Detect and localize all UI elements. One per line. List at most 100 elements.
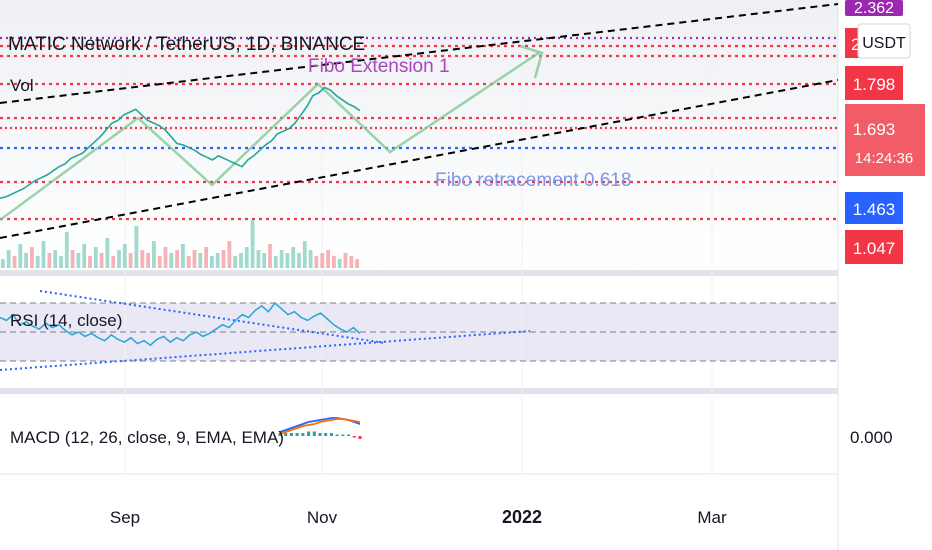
- volume-bar: [163, 247, 168, 268]
- volume-bar: [221, 250, 226, 268]
- volume-bar: [12, 256, 17, 268]
- rsi-uptrend-line[interactable]: [0, 330, 531, 371]
- channel-lower-line[interactable]: [0, 79, 839, 239]
- volume-bar: [181, 244, 185, 268]
- volume-bar: [35, 256, 40, 268]
- volume-bar: [320, 253, 325, 268]
- volume-bar: [192, 250, 197, 268]
- x-tick-mar: Mar: [697, 508, 727, 527]
- price-pane-background: [0, 0, 838, 270]
- volume-bar: [64, 232, 69, 268]
- price-badge-2-text: 2: [851, 35, 860, 54]
- volume-bar: [250, 220, 255, 268]
- volume-bar: [111, 256, 116, 268]
- volume-bar: [47, 253, 52, 268]
- price-level-lines: [0, 36, 838, 221]
- price-series-line: [0, 86, 361, 199]
- rsi-label: RSI (14, close): [10, 311, 122, 330]
- volume-bar: [30, 247, 34, 268]
- volume-bar: [1, 259, 5, 268]
- macd-histogram-bar: [352, 436, 356, 438]
- price-badge-1798: [845, 66, 903, 100]
- volume-bar: [210, 256, 214, 268]
- current-price-badge: [845, 104, 925, 176]
- macd-histogram-bar: [347, 434, 351, 436]
- macd-histogram-bar: [341, 434, 345, 436]
- volume-bar: [93, 247, 98, 268]
- macd-histogram-bar: [312, 431, 316, 436]
- volume-bar: [355, 259, 359, 268]
- volume-bar: [291, 247, 296, 268]
- projection-zigzag[interactable]: [0, 50, 541, 222]
- volume-bar: [122, 244, 127, 268]
- volume-bar: [285, 253, 290, 268]
- macd-histogram-bar: [289, 433, 293, 436]
- price-badge-1798-text: 1.798: [853, 75, 896, 94]
- price-badge-1463-text: 1.463: [853, 200, 896, 219]
- countdown-text: 14:24:36: [855, 150, 913, 167]
- volume-bar: [279, 250, 284, 268]
- volume-bar: [227, 241, 232, 268]
- volume-bar: [117, 250, 121, 268]
- volume-bar: [157, 256, 162, 268]
- volume-bar: [88, 256, 92, 268]
- symbol-title: MATIC Network / TetherUS, 1D, BINANCE: [8, 34, 365, 55]
- volume-bar: [140, 250, 145, 268]
- volume-bar: [99, 253, 104, 268]
- macd-histogram: [278, 431, 362, 439]
- projection-arrowhead: [519, 44, 544, 79]
- volume-bar: [308, 250, 313, 268]
- macd-histogram-bar: [335, 434, 339, 436]
- macd-signal-line: [279, 418, 361, 435]
- volume-bar: [268, 244, 272, 268]
- volume-bar: [6, 250, 11, 268]
- grid-vertical: [124, 0, 713, 474]
- volume-bar: [146, 253, 150, 268]
- price-badge-1463: [845, 192, 903, 224]
- price-badge-top: [845, 0, 903, 16]
- volume-bar: [233, 256, 238, 268]
- fibo-retracement-label[interactable]: Fibo retracement 0.618: [435, 170, 631, 191]
- price-badge-1047: [845, 230, 903, 264]
- current-price-text: 1.693: [853, 120, 896, 139]
- volume-bar: [326, 250, 330, 268]
- volume-bar: [244, 247, 249, 268]
- macd-histogram-bar: [284, 433, 288, 436]
- volume-bar: [70, 250, 75, 268]
- volume-bars: [1, 220, 359, 268]
- volume-bar: [18, 244, 23, 268]
- volume-bar: [302, 241, 307, 268]
- channel-upper-line[interactable]: [0, 3, 839, 104]
- currency-button[interactable]: [857, 23, 911, 59]
- volume-bar: [204, 247, 208, 268]
- volume-bar: [128, 253, 133, 268]
- volume-bar: [215, 253, 220, 268]
- volume-bar: [134, 226, 139, 268]
- rsi-band: [0, 303, 838, 361]
- volume-bar: [76, 253, 81, 268]
- price-badge-top-text: 2.362: [854, 0, 894, 17]
- price-badge-1047-text: 1.047: [853, 239, 896, 258]
- volume-bar: [337, 259, 342, 268]
- x-tick-nov: Nov: [307, 508, 338, 527]
- volume-bar: [152, 241, 156, 268]
- macd-histogram-bar: [324, 433, 328, 436]
- rsi-series-line: [0, 301, 361, 347]
- volume-bar: [256, 250, 261, 268]
- macd-value-text: 0.000: [850, 428, 893, 447]
- volume-bar: [169, 253, 174, 268]
- fibo-extension-label[interactable]: Fibo Extension 1: [308, 56, 450, 77]
- rsi-downtrend-line[interactable]: [39, 290, 386, 344]
- macd-histogram-bar: [329, 433, 333, 436]
- volume-bar: [24, 253, 28, 268]
- x-tick-sep: Sep: [110, 508, 140, 527]
- volume-bar: [186, 256, 191, 268]
- macd-label: MACD (12, 26, close, 9, EMA, EMA): [10, 428, 284, 447]
- volume-bar: [262, 253, 267, 268]
- macd-pane-background: [0, 394, 838, 474]
- pane-separator: [0, 388, 838, 394]
- volume-bar: [53, 250, 58, 268]
- volume-bar: [297, 253, 301, 268]
